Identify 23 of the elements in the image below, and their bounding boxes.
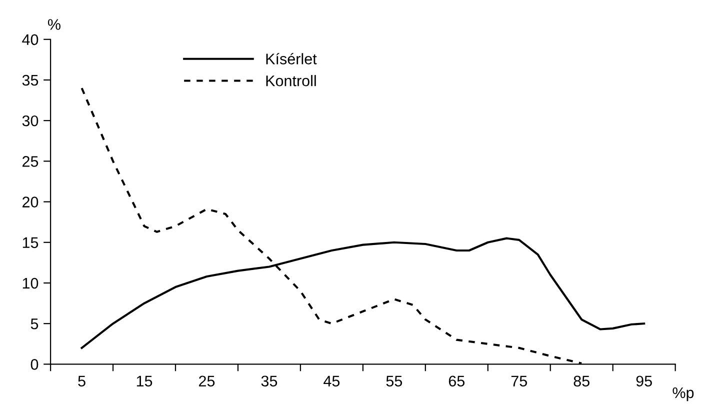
y-tick-label: 30 — [22, 115, 38, 126]
y-tick-label: 40 — [22, 34, 38, 46]
x-tick-label: 55 — [386, 376, 402, 387]
y-tick-label: 15 — [22, 237, 38, 248]
y-tick-label: 25 — [22, 156, 38, 167]
x-tick-label: 5 — [78, 376, 86, 387]
legend-label: Kontroll — [266, 75, 316, 86]
x-tick-label: 85 — [574, 376, 590, 387]
x-tick-label: 15 — [136, 376, 152, 387]
y-axis-title: % — [48, 19, 60, 30]
x-tick-label: 75 — [511, 376, 527, 387]
y-tick-label: 10 — [22, 278, 38, 289]
y-tick-label: 5 — [30, 318, 38, 330]
x-axis-title: %p — [672, 387, 694, 402]
y-tick-label: 35 — [22, 74, 38, 86]
x-tick-label: 25 — [199, 376, 215, 387]
legend-label: Kísérlet — [266, 52, 317, 64]
y-tick-label: 20 — [22, 196, 38, 208]
y-tick-label: 0 — [30, 359, 38, 370]
x-tick-label: 95 — [636, 376, 652, 387]
x-tick-label: 45 — [324, 376, 340, 387]
x-tick-label: 35 — [261, 376, 278, 387]
x-tick-label: 65 — [448, 376, 465, 387]
